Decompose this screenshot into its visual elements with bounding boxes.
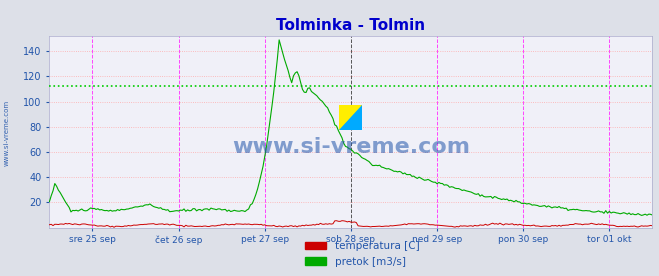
Text: www.si-vreme.com: www.si-vreme.com xyxy=(3,99,10,166)
Text: www.si-vreme.com: www.si-vreme.com xyxy=(232,137,470,157)
Polygon shape xyxy=(339,105,362,130)
Polygon shape xyxy=(339,105,362,130)
Title: Tolminka - Tolmin: Tolminka - Tolmin xyxy=(276,18,426,33)
Legend: temperatura [C], pretok [m3/s]: temperatura [C], pretok [m3/s] xyxy=(301,237,424,271)
